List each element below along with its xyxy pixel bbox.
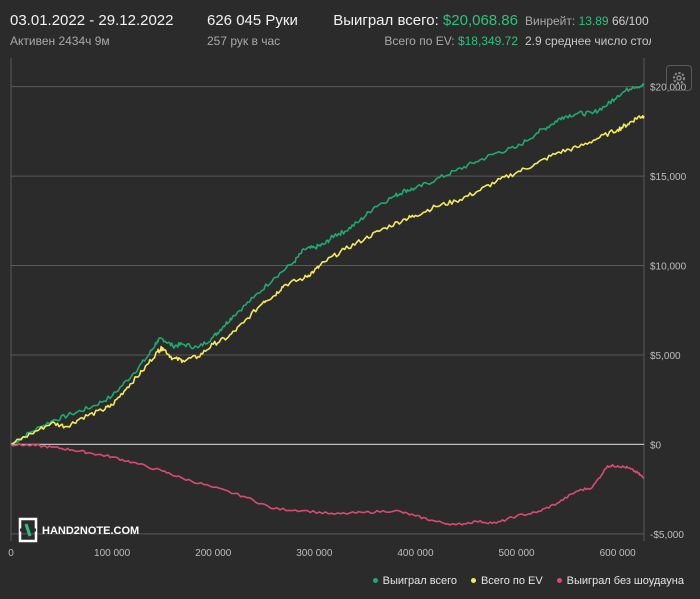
- y-axis: -$5,000$0$5,000$10,000$15,000$20,000: [650, 83, 687, 541]
- ev-total-value: $18,349.72: [457, 34, 518, 48]
- x-tick-label: 0: [8, 548, 14, 559]
- hands-count: 626 045 Руки: [207, 12, 298, 29]
- stats-header: 03.01.2022 - 29.12.2022 Активен 2434ч 9м…: [0, 0, 700, 56]
- profit-chart: -$5,000$0$5,000$10,000$15,000$20,000 0 10…: [8, 58, 687, 559]
- legend-item[interactable]: Выиграл всего: [372, 575, 457, 587]
- x-tick-label: 100 000: [94, 548, 131, 559]
- x-tick-label: 300 000: [296, 548, 333, 559]
- series-line-2: [10, 115, 645, 446]
- x-tick-label: 200 000: [195, 548, 232, 559]
- legend-dot: [470, 577, 476, 583]
- series-layer: [10, 83, 645, 526]
- series-line-1: [10, 83, 645, 446]
- legend-label: Всего по EV: [480, 575, 543, 587]
- winrate: Винрейт: 13.89 66/100: [525, 14, 649, 28]
- logo-mark-accent: [24, 523, 32, 537]
- x-tick-label: 500 000: [498, 548, 535, 559]
- winrate-value: 13.89: [578, 14, 609, 28]
- date-range[interactable]: 03.01.2022 - 29.12.2022: [10, 12, 174, 29]
- winrate-suffix: 66/100: [611, 14, 649, 28]
- y-tick-label: $15,000: [650, 172, 687, 183]
- y-tick-label: $0: [650, 440, 662, 451]
- ev-total-label: Всего по EV:: [384, 34, 455, 48]
- x-tick-label: 600 000: [600, 548, 637, 559]
- x-tick-label: 400 000: [397, 548, 434, 559]
- x-axis: 0 100 000 200 000 300 000 400 000 500 000 600 …: [8, 548, 636, 559]
- y-tick-label: $10,000: [650, 262, 687, 273]
- y-tick-label: -$5,000: [650, 530, 684, 541]
- winrate-label: Винрейт:: [525, 14, 576, 28]
- legend-label: Выиграл всего: [382, 575, 457, 587]
- legend-label: Выиграл без шоудауна: [566, 575, 684, 587]
- logo-text: HAND2NOTE.COM: [42, 525, 139, 537]
- chart-legend: Выиграл всего Всего по EV Выиграл без шоуд…: [359, 575, 684, 587]
- legend-item[interactable]: Всего по EV: [470, 575, 543, 587]
- legend-item[interactable]: Выиграл без шоудауна: [556, 575, 684, 587]
- won-total-label: Выиграл всего:: [333, 12, 439, 29]
- y-tick-label: $5,000: [650, 351, 681, 362]
- legend-dot: [556, 577, 562, 583]
- ev-total: Всего по EV: $18,349.72: [384, 34, 518, 48]
- series-line-3: [10, 442, 645, 526]
- won-total-value: $20,068.86: [442, 12, 518, 29]
- legend-dot: [372, 577, 378, 583]
- hand2note-logo: HAND2NOTE.COM: [18, 517, 139, 543]
- gear-icon: [673, 72, 685, 84]
- hands-per-hour: 257 рук в час: [207, 34, 281, 48]
- active-time: Активен 2434ч 9м: [10, 34, 110, 48]
- won-total: Выиграл всего: $20,068.86: [333, 12, 518, 29]
- average-tables: 2.9 среднее число столов: [525, 34, 651, 48]
- settings-button[interactable]: [666, 65, 692, 91]
- grid-layer: [10, 58, 645, 541]
